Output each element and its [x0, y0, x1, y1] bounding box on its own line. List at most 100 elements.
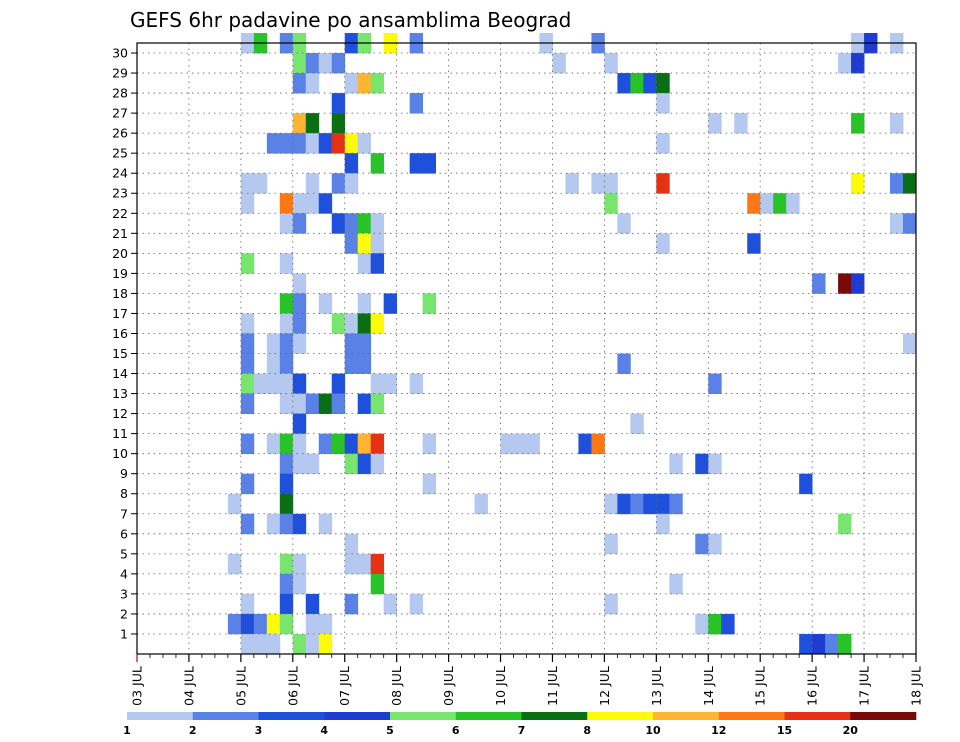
heatmap-cell: [331, 373, 346, 394]
heatmap-cell: [344, 133, 359, 154]
heatmap-cell: [292, 133, 307, 154]
heatmap-cell: [266, 373, 281, 394]
heatmap-cell: [305, 633, 320, 655]
heatmap-cell: [370, 553, 385, 575]
heatmap-cell: [292, 433, 307, 455]
y-tick-label: 15: [112, 346, 128, 361]
heatmap-cell: [266, 333, 281, 354]
heatmap-cell: [357, 553, 372, 575]
y-tick-label: 12: [112, 406, 128, 421]
heatmap-cell: [227, 553, 242, 575]
heatmap-cell: [643, 73, 657, 94]
heatmap-cell: [578, 433, 592, 455]
heatmap-cell: [474, 493, 488, 515]
heatmap-cell: [708, 453, 722, 475]
legend-label: 6: [452, 724, 460, 737]
heatmap-cell: [344, 313, 359, 334]
legend-label: 20: [843, 724, 859, 737]
x-tick-label: 12 JUL: [597, 666, 612, 706]
heatmap-cell: [318, 53, 333, 74]
heatmap-cell: [266, 633, 281, 655]
heatmap-cell: [669, 453, 683, 475]
legend: 1 2 3 4 5 6 7 8 10 12 15 20: [123, 712, 917, 737]
legend-swatch: [127, 712, 194, 720]
heatmap-cell: [370, 573, 385, 595]
heatmap-cell: [331, 93, 346, 114]
heatmap-cell: [890, 213, 904, 234]
heatmap-cell: [851, 273, 865, 294]
heatmap-cell: [240, 433, 255, 455]
heatmap-cell: [292, 113, 307, 134]
heatmap-cell: [370, 453, 385, 475]
legend-swatch: [324, 712, 391, 720]
heatmap-cell: [422, 473, 437, 495]
x-tick-label: 03 JUL: [130, 666, 145, 706]
heatmap-cell: [695, 613, 709, 635]
heatmap-cell: [292, 193, 307, 214]
heatmap-cell: [305, 453, 320, 475]
heatmap-cell: [604, 593, 618, 615]
heatmap-cell: [591, 173, 605, 194]
heatmap-cell: [305, 193, 320, 214]
heatmap-cell: [357, 253, 372, 274]
legend-swatch: [587, 712, 654, 720]
heatmap-cell: [305, 133, 320, 154]
heatmap-cell: [305, 593, 320, 615]
legend-label: 7: [518, 724, 526, 737]
heatmap-cell: [357, 393, 372, 414]
heatmap-cell: [513, 433, 527, 455]
heatmap-cell: [266, 513, 281, 535]
heatmap-cell: [721, 613, 735, 635]
heatmap-cell: [604, 533, 618, 555]
heatmap-cell: [279, 313, 294, 334]
heatmap-cell: [344, 553, 359, 575]
heatmap-cell: [838, 273, 852, 294]
heatmap-cell: [266, 133, 281, 154]
heatmap-cell: [383, 373, 398, 394]
heatmap-cell: [409, 153, 424, 174]
y-tick-label: 24: [112, 166, 128, 181]
heatmap-cell: [292, 633, 307, 655]
heatmap-cell: [357, 233, 372, 254]
heatmap-cell: [357, 353, 372, 374]
heatmap-cell: [604, 493, 618, 515]
y-tick-label: 2: [120, 606, 128, 621]
heatmap-cell: [344, 433, 359, 455]
heatmap-cell: [890, 113, 904, 134]
heatmap-cell: [708, 613, 722, 635]
heatmap-cell: [370, 393, 385, 414]
x-tick-label: 18 JUL: [909, 666, 924, 706]
x-tick-label: 10 JUL: [493, 666, 508, 706]
legend-swatch: [192, 712, 259, 720]
heatmap-cell: [318, 513, 333, 535]
heatmap-cell: [292, 73, 307, 94]
heatmap-cell: [838, 633, 852, 655]
heatmap-cell: [240, 613, 255, 635]
heatmap-cell: [279, 573, 294, 595]
y-tick-label: 7: [120, 506, 128, 521]
heatmap-cell: [240, 173, 255, 194]
heatmap-cell: [799, 473, 813, 495]
heatmap-cell: [253, 633, 268, 655]
heatmap-cell: [851, 113, 865, 134]
heatmap-cell: [318, 393, 333, 414]
heatmap-cell: [279, 353, 294, 374]
x-tick-label: 15 JUL: [753, 666, 768, 706]
heatmap-cell: [292, 393, 307, 414]
heatmap-cell: [708, 533, 722, 555]
heatmap-cell: [422, 293, 437, 314]
y-tick-label: 25: [112, 146, 128, 161]
heatmap-cell: [630, 73, 644, 94]
heatmap-cell: [331, 393, 346, 414]
heatmap-cell: [409, 593, 424, 615]
heatmap-cell: [357, 213, 372, 234]
x-tick-label: 05 JUL: [233, 666, 248, 706]
heatmap-cell: [656, 93, 670, 114]
heatmap-cell: [279, 293, 294, 314]
x-tick-label: 06 JUL: [285, 666, 300, 706]
heatmap-cell: [292, 213, 307, 234]
heatmap-cell: [331, 313, 346, 334]
y-tick-label: 6: [120, 526, 128, 541]
legend-swatch: [784, 712, 851, 720]
heatmap-cell: [292, 53, 307, 74]
